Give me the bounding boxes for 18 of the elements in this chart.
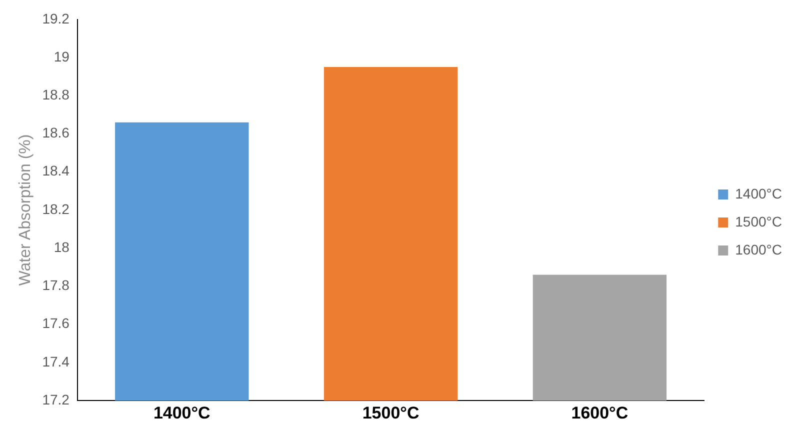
legend-label: 1400°C [735,185,782,202]
x-tick-label: 1400°C [153,403,210,422]
y-tick-label: 18.2 [42,200,70,217]
x-tick-label: 1600°C [571,403,628,422]
y-tick-label: 17.2 [42,391,70,408]
y-tick-label: 18.8 [42,86,70,102]
y-tick-label: 17.8 [42,277,70,294]
y-tick-label: 18 [54,238,70,255]
y-tick-label: 17.6 [42,315,70,332]
y-tick-label: 17.4 [42,353,70,370]
y-axis-title: Water Absorption (%) [17,134,34,286]
x-tick-label: 1500°C [362,403,420,422]
y-tick-label: 18.4 [42,162,70,179]
legend-label: 1600°C [735,241,782,258]
y-tick-label: 19.2 [42,10,70,26]
legend-label: 1500°C [735,213,782,230]
y-tick-label: 19 [54,48,70,64]
y-tick-label: 18.6 [42,124,70,141]
